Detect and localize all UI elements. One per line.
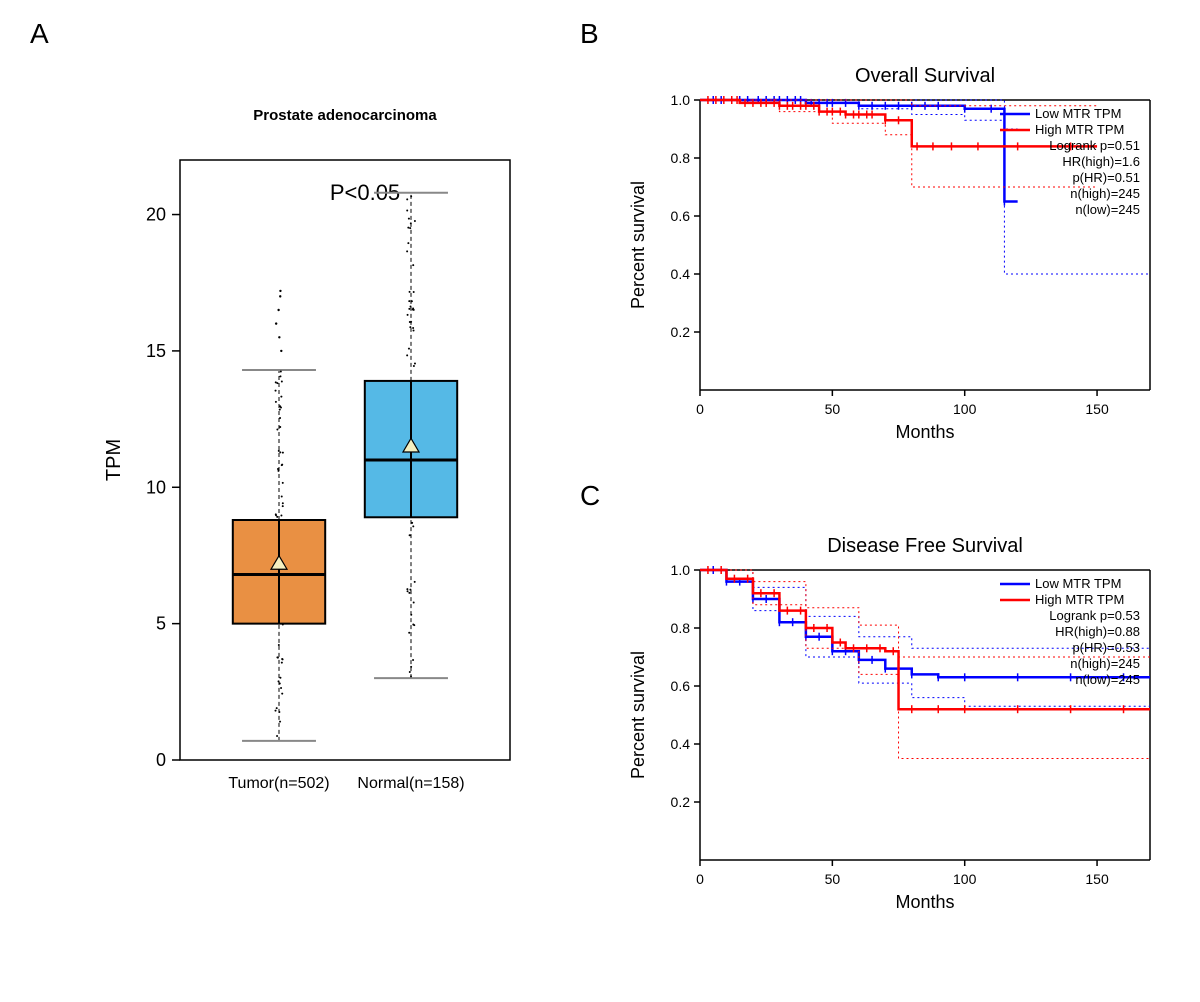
svg-text:Low MTR TPM: Low MTR TPM — [1035, 576, 1121, 591]
svg-text:150: 150 — [1085, 401, 1109, 417]
svg-text:Months: Months — [895, 422, 954, 442]
panel-a-boxplot: Prostate adenocarcinoma05101520TPMP<0.05… — [90, 60, 550, 840]
svg-text:5: 5 — [156, 614, 166, 634]
svg-text:0.6: 0.6 — [671, 678, 691, 694]
svg-text:Percent survival: Percent survival — [628, 651, 648, 779]
svg-text:Overall Survival: Overall Survival — [855, 65, 995, 87]
svg-text:High MTR TPM: High MTR TPM — [1035, 122, 1124, 137]
svg-text:0.4: 0.4 — [671, 266, 691, 282]
svg-text:0.8: 0.8 — [671, 620, 691, 636]
svg-text:0: 0 — [696, 401, 704, 417]
svg-text:HR(high)=0.88: HR(high)=0.88 — [1055, 624, 1140, 639]
svg-text:Low MTR TPM: Low MTR TPM — [1035, 106, 1121, 121]
svg-text:1.0: 1.0 — [671, 92, 691, 108]
svg-text:n(high)=245: n(high)=245 — [1070, 656, 1140, 671]
svg-text:10: 10 — [146, 477, 166, 497]
svg-text:0: 0 — [696, 871, 704, 887]
svg-text:Prostate adenocarcinoma: Prostate adenocarcinoma — [253, 107, 437, 124]
svg-text:100: 100 — [953, 401, 977, 417]
svg-text:n(low)=245: n(low)=245 — [1075, 202, 1140, 217]
svg-text:150: 150 — [1085, 871, 1109, 887]
svg-text:0: 0 — [156, 750, 166, 770]
svg-text:Normal(n=158): Normal(n=158) — [357, 775, 464, 792]
svg-text:0.6: 0.6 — [671, 208, 691, 224]
svg-text:Disease Free Survival: Disease Free Survival — [827, 535, 1023, 557]
svg-text:High MTR TPM: High MTR TPM — [1035, 592, 1124, 607]
svg-text:Logrank p=0.51: Logrank p=0.51 — [1049, 138, 1140, 153]
svg-text:100: 100 — [953, 871, 977, 887]
panel-b-km-overall: Overall Survival 0.2 0.4 0.6 0.8 1.0 0 50 100 150… — [620, 50, 1180, 470]
svg-text:Logrank p=0.53: Logrank p=0.53 — [1049, 608, 1140, 623]
svg-text:p(HR)=0.51: p(HR)=0.51 — [1072, 170, 1140, 185]
svg-text:50: 50 — [825, 871, 841, 887]
svg-text:HR(high)=1.6: HR(high)=1.6 — [1062, 154, 1140, 169]
panel-b-label: B — [580, 18, 599, 50]
svg-text:Percent survival: Percent survival — [628, 181, 648, 309]
svg-text:Months: Months — [895, 892, 954, 912]
svg-text:n(low)=245: n(low)=245 — [1075, 672, 1140, 687]
svg-text:n(high)=245: n(high)=245 — [1070, 186, 1140, 201]
svg-text:1.0: 1.0 — [671, 562, 691, 578]
svg-text:0.8: 0.8 — [671, 150, 691, 166]
svg-text:20: 20 — [146, 205, 166, 225]
svg-text:p(HR)=0.53: p(HR)=0.53 — [1072, 640, 1140, 655]
svg-text:Tumor(n=502): Tumor(n=502) — [228, 775, 329, 792]
panel-c-km-dfs: Disease Free Survival 0.2 0.4 0.6 0.8 1.0 0 50 1… — [620, 520, 1180, 940]
svg-text:TPM: TPM — [103, 439, 125, 481]
svg-text:50: 50 — [825, 401, 841, 417]
svg-text:0.4: 0.4 — [671, 736, 691, 752]
svg-text:0.2: 0.2 — [671, 324, 691, 340]
panel-a-label: A — [30, 18, 49, 50]
svg-text:15: 15 — [146, 341, 166, 361]
svg-text:0.2: 0.2 — [671, 794, 691, 810]
panel-c-label: C — [580, 480, 600, 512]
